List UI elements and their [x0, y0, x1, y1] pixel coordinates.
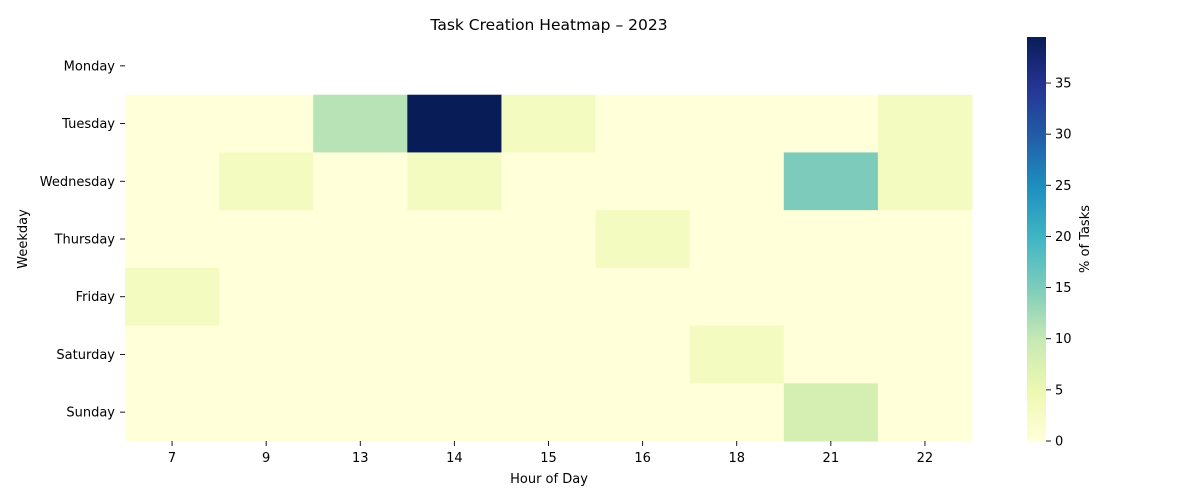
heatmap-cell: [219, 267, 314, 327]
x-axis-label: Hour of Day: [510, 472, 588, 487]
heatmap-cell: [501, 267, 597, 327]
heatmap-cell: [501, 325, 597, 384]
x-tick-label: 13: [352, 451, 369, 466]
heatmap-cell: [407, 325, 502, 384]
x-tick-label: 21: [823, 451, 840, 466]
heatmap-cell: [877, 325, 973, 384]
colorbar-tick-label: 0: [1055, 435, 1063, 450]
colorbar-tick-label: 25: [1055, 179, 1072, 194]
y-tick-label: Tuesday: [61, 117, 115, 132]
heatmap-cell: [689, 325, 785, 384]
y-axis: Monday Tuesday Wednesday Thursday Friday Satu…: [40, 59, 125, 421]
heatmap-cell: [219, 94, 314, 153]
heatmap-cell: [689, 94, 785, 153]
colorbar-tick-label: 15: [1055, 281, 1072, 296]
x-tick-label: 18: [728, 451, 745, 466]
heatmap-cell: [595, 325, 691, 384]
heatmap-cell: [501, 152, 597, 211]
heatmap-cell: [501, 210, 597, 269]
heatmap-cell: [125, 152, 220, 211]
heatmap-cell: [595, 94, 691, 153]
heatmap-cell: [313, 210, 408, 269]
heatmap-cell: [125, 267, 220, 327]
heatmap-cell: [783, 152, 879, 211]
x-tick-label: 22: [917, 451, 934, 466]
heatmap-cell: [219, 325, 314, 384]
colorbar-tick-label: 20: [1055, 230, 1072, 245]
heatmap-cell: [783, 383, 879, 442]
heatmap-cell: [689, 210, 785, 269]
heatmap-cell: [219, 383, 314, 442]
heatmap-cell: [501, 94, 597, 153]
heatmap-cell: [219, 210, 314, 269]
heatmap-cell: [877, 267, 973, 327]
heatmap-cell: [877, 383, 973, 442]
y-tick-label: Friday: [76, 290, 116, 305]
heatmap-cell: [407, 267, 502, 327]
y-tick-label: Saturday: [56, 348, 115, 363]
colorbar-tick-label: 30: [1055, 128, 1072, 143]
heatmap-cell: [313, 325, 408, 384]
colorbar-tick-label: 5: [1055, 383, 1063, 398]
heatmap-cells: [125, 94, 973, 442]
heatmap-cell: [877, 210, 973, 269]
heatmap-cell: [125, 210, 220, 269]
colorbar-ticks: 0 5 10 15 20 25 30 35: [1046, 77, 1072, 450]
x-tick-label: 7: [168, 451, 176, 466]
heatmap-cell: [313, 267, 408, 327]
heatmap-cell: [689, 383, 785, 442]
heatmap-cell: [313, 152, 408, 211]
chart-title: Task Creation Heatmap – 2023: [429, 16, 667, 34]
heatmap-cell: [407, 210, 502, 269]
y-tick-label: Sunday: [66, 406, 115, 421]
colorbar: [1027, 37, 1046, 441]
heatmap-cell: [125, 325, 220, 384]
heatmap-cell: [783, 325, 879, 384]
heatmap-cell: [219, 152, 314, 211]
heatmap-cell: [783, 210, 879, 269]
x-tick-label: 14: [446, 451, 463, 466]
heatmap-cell: [877, 94, 973, 153]
colorbar-tick-label: 10: [1055, 332, 1072, 347]
heatmap-cell: [313, 94, 408, 153]
heatmap-cell: [501, 383, 597, 442]
heatmap-cell: [783, 267, 879, 327]
heatmap-cell: [595, 210, 691, 269]
heatmap-cell: [877, 152, 973, 211]
heatmap-cell: [313, 383, 408, 442]
y-tick-label: Wednesday: [40, 175, 116, 190]
y-tick-label: Monday: [64, 59, 116, 74]
y-axis-label: Weekday: [16, 209, 31, 269]
heatmap-cell: [689, 152, 785, 211]
x-tick-label: 9: [262, 451, 270, 466]
heatmap-cell: [125, 94, 220, 153]
x-tick-label: 15: [540, 451, 557, 466]
colorbar-tick-label: 35: [1055, 77, 1072, 92]
heatmap-cell: [689, 267, 785, 327]
heatmap-cell: [125, 383, 220, 442]
heatmap-cell: [595, 152, 691, 211]
y-tick-label: Thursday: [54, 233, 116, 248]
heatmap-cell: [407, 152, 502, 211]
heatmap-cell: [407, 383, 502, 442]
x-tick-label: 16: [634, 451, 651, 466]
colorbar-label: % of Tasks: [1078, 205, 1093, 273]
x-axis: 7 9 13 14 15 16 18 21 22: [168, 441, 933, 466]
heatmap-cell: [407, 94, 502, 153]
heatmap-cell: [783, 94, 879, 153]
heatmap-cell: [595, 267, 691, 327]
heatmap-cell: [595, 383, 691, 442]
